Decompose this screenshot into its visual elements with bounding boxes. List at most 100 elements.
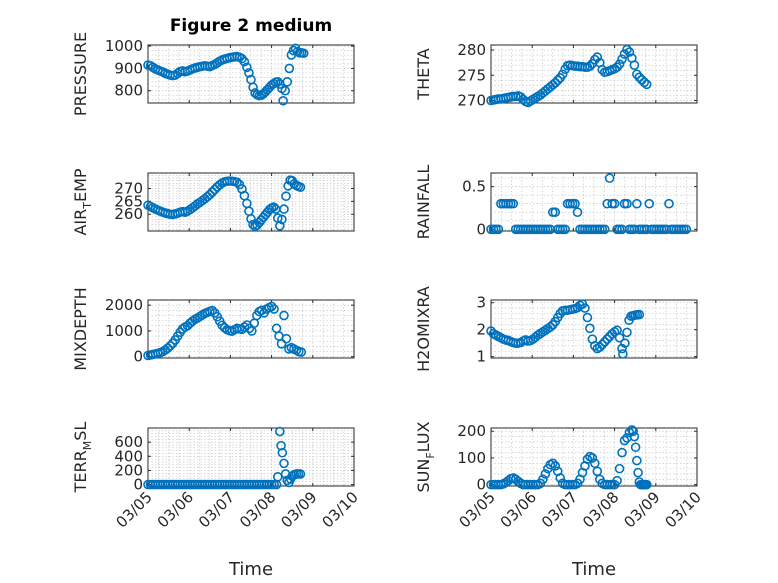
y-tick-label: 260 bbox=[114, 205, 143, 223]
data-point bbox=[550, 78, 561, 88]
grid-lines bbox=[148, 428, 354, 486]
data-point bbox=[594, 342, 605, 353]
series-points bbox=[143, 43, 309, 106]
y-tick-label: 200 bbox=[457, 422, 486, 440]
y-tick-label: 1000 bbox=[105, 37, 143, 55]
data-point bbox=[540, 469, 551, 479]
x-axis-label: Time bbox=[571, 559, 616, 580]
data-point bbox=[165, 341, 176, 351]
data-point bbox=[580, 303, 590, 313]
data-point bbox=[633, 467, 643, 478]
data-point bbox=[555, 473, 566, 483]
x-tick-label: 03/06 bbox=[497, 488, 540, 531]
data-point bbox=[277, 447, 288, 458]
data-point bbox=[602, 334, 612, 344]
data-point bbox=[552, 75, 563, 86]
x-tick-label: 03/10 bbox=[319, 488, 362, 531]
data-point bbox=[248, 219, 258, 230]
data-point bbox=[622, 44, 632, 55]
panel-h2omixra: 1 2 3 H2OMIXRA bbox=[414, 286, 698, 372]
series-points bbox=[486, 173, 692, 235]
data-point bbox=[681, 224, 692, 235]
data-point bbox=[628, 426, 638, 437]
data-point bbox=[239, 56, 250, 67]
grid-lines bbox=[491, 428, 697, 486]
data-point bbox=[493, 224, 504, 235]
data-point bbox=[246, 214, 256, 224]
y-axis-label: AIRTEMP bbox=[71, 168, 94, 235]
y-axis-label: SUNFLUX bbox=[414, 421, 437, 492]
data-point bbox=[604, 173, 615, 183]
chart-title: Figure 2 medium bbox=[170, 16, 332, 36]
data-point bbox=[572, 207, 583, 218]
data-point bbox=[207, 305, 218, 316]
data-point bbox=[284, 63, 295, 74]
data-point bbox=[207, 187, 218, 197]
data-point bbox=[582, 312, 593, 323]
data-point bbox=[281, 191, 291, 201]
x-tick-label: 03/08 bbox=[579, 488, 622, 531]
y-tick-label: 600 bbox=[114, 433, 143, 451]
data-point bbox=[618, 349, 628, 359]
y-axis-label-rest: EMP bbox=[71, 168, 90, 202]
data-point bbox=[634, 309, 645, 320]
data-point bbox=[278, 95, 288, 106]
series-points bbox=[143, 301, 307, 361]
y-tick-label: 800 bbox=[114, 82, 143, 100]
data-point bbox=[275, 221, 285, 231]
y-axis-label-subscript: T bbox=[81, 202, 94, 210]
x-tick-label: 03/10 bbox=[662, 488, 705, 531]
data-point bbox=[614, 59, 625, 69]
y-tick-label: 270 bbox=[457, 91, 486, 109]
data-point bbox=[547, 458, 558, 469]
data-point bbox=[609, 198, 620, 209]
y-tick-label: 0.5 bbox=[462, 178, 486, 196]
y-tick-label: 270 bbox=[114, 179, 143, 197]
data-point bbox=[641, 479, 652, 490]
data-point bbox=[269, 304, 279, 314]
data-point bbox=[248, 82, 258, 93]
data-point bbox=[629, 431, 640, 442]
data-point bbox=[550, 207, 561, 218]
series-points bbox=[486, 425, 652, 490]
data-point bbox=[239, 322, 250, 332]
y-tick-label: 200 bbox=[114, 461, 143, 479]
y-axis-label: PRESSURE bbox=[71, 32, 90, 116]
y-tick-label: 100 bbox=[457, 449, 486, 467]
data-point bbox=[276, 339, 287, 349]
data-point bbox=[538, 474, 548, 485]
data-point bbox=[630, 442, 641, 453]
y-tick-label: 0 bbox=[476, 476, 486, 494]
y-tick-label: 3 bbox=[476, 294, 486, 312]
data-point bbox=[205, 189, 215, 200]
data-point bbox=[272, 77, 283, 87]
data-point bbox=[622, 327, 632, 338]
data-point bbox=[508, 198, 519, 209]
data-point bbox=[280, 85, 290, 96]
data-point bbox=[177, 324, 188, 334]
data-point bbox=[644, 198, 655, 209]
data-point bbox=[617, 447, 627, 458]
data-point bbox=[590, 54, 600, 65]
x-tick-label: 03/05 bbox=[456, 488, 499, 531]
data-point bbox=[296, 347, 307, 357]
data-point bbox=[295, 182, 306, 192]
data-point bbox=[597, 339, 608, 350]
data-point bbox=[545, 322, 556, 332]
grid-lines bbox=[148, 173, 354, 231]
y-tick-label: 400 bbox=[114, 447, 143, 465]
data-point bbox=[244, 323, 255, 334]
data-point bbox=[560, 224, 570, 235]
grid-lines bbox=[491, 45, 697, 103]
panel-theta: 270 275 280 THETA bbox=[414, 41, 698, 109]
data-point bbox=[632, 198, 642, 209]
y-tick-label: 1 bbox=[476, 348, 486, 366]
y-axis-label-rest: LUX bbox=[414, 421, 433, 452]
data-point bbox=[282, 77, 293, 87]
x-tick-label: 03/05 bbox=[113, 488, 156, 531]
x-tick-label: 03/09 bbox=[620, 488, 663, 531]
data-point bbox=[281, 333, 292, 344]
data-point bbox=[622, 198, 632, 209]
x-tick-label: 03/09 bbox=[277, 488, 320, 531]
